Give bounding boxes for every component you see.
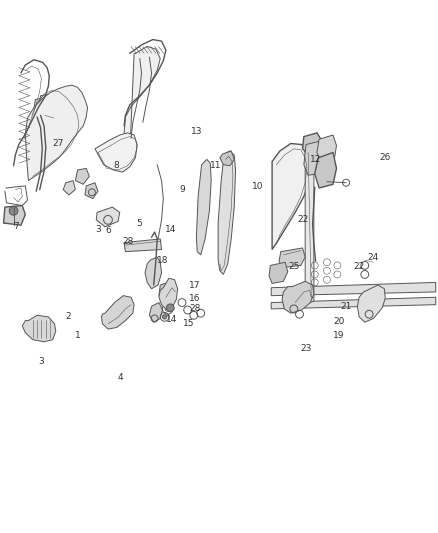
Polygon shape	[159, 278, 178, 310]
Polygon shape	[220, 151, 234, 166]
Polygon shape	[317, 135, 336, 165]
Polygon shape	[124, 239, 162, 252]
Text: 23: 23	[301, 344, 312, 353]
Text: 19: 19	[333, 331, 345, 340]
Polygon shape	[305, 149, 314, 305]
Polygon shape	[271, 282, 436, 296]
Text: 16: 16	[188, 294, 200, 303]
Polygon shape	[272, 143, 311, 249]
Text: 1: 1	[74, 331, 80, 340]
Polygon shape	[271, 297, 436, 309]
Text: 27: 27	[53, 139, 64, 148]
Text: 4: 4	[118, 373, 124, 382]
Text: 2: 2	[66, 312, 71, 321]
Text: 12: 12	[311, 155, 322, 164]
Text: 28: 28	[189, 304, 201, 313]
Text: 26: 26	[379, 154, 391, 163]
Polygon shape	[4, 206, 25, 225]
Text: 14: 14	[165, 225, 176, 234]
Polygon shape	[95, 133, 137, 172]
Polygon shape	[63, 181, 75, 195]
Text: 14: 14	[166, 315, 177, 324]
Circle shape	[166, 304, 174, 312]
Polygon shape	[159, 282, 170, 300]
Polygon shape	[218, 151, 236, 274]
Polygon shape	[357, 285, 385, 322]
Text: 9: 9	[179, 185, 185, 194]
Text: 7: 7	[14, 222, 19, 231]
Text: 21: 21	[340, 302, 351, 311]
Polygon shape	[85, 183, 98, 199]
Text: 22: 22	[297, 215, 309, 224]
Text: 28: 28	[122, 237, 134, 246]
Circle shape	[162, 314, 167, 319]
Polygon shape	[40, 94, 50, 108]
Polygon shape	[34, 98, 47, 117]
Text: 24: 24	[367, 253, 378, 262]
Polygon shape	[102, 296, 134, 329]
Text: 17: 17	[188, 280, 200, 289]
Text: 5: 5	[136, 219, 142, 228]
Text: 11: 11	[210, 161, 222, 170]
Text: 15: 15	[184, 319, 195, 328]
Circle shape	[9, 206, 18, 215]
Polygon shape	[22, 316, 56, 342]
Polygon shape	[279, 248, 305, 268]
Polygon shape	[303, 133, 322, 156]
Text: 22: 22	[353, 262, 364, 271]
Polygon shape	[124, 46, 160, 154]
Polygon shape	[282, 281, 314, 313]
Text: 6: 6	[105, 226, 111, 235]
Text: 20: 20	[333, 317, 344, 326]
Text: 18: 18	[157, 256, 169, 265]
Text: 25: 25	[289, 262, 300, 271]
Polygon shape	[196, 159, 211, 255]
Polygon shape	[269, 262, 288, 284]
Polygon shape	[304, 140, 327, 175]
Polygon shape	[25, 85, 88, 181]
Text: 13: 13	[191, 127, 202, 136]
Text: 3: 3	[95, 225, 101, 234]
Polygon shape	[96, 207, 120, 227]
Polygon shape	[145, 257, 162, 289]
Text: 8: 8	[114, 161, 120, 170]
Polygon shape	[75, 168, 89, 184]
Polygon shape	[315, 152, 336, 188]
Text: 3: 3	[39, 358, 44, 367]
Polygon shape	[149, 303, 162, 322]
Text: 10: 10	[252, 182, 263, 191]
